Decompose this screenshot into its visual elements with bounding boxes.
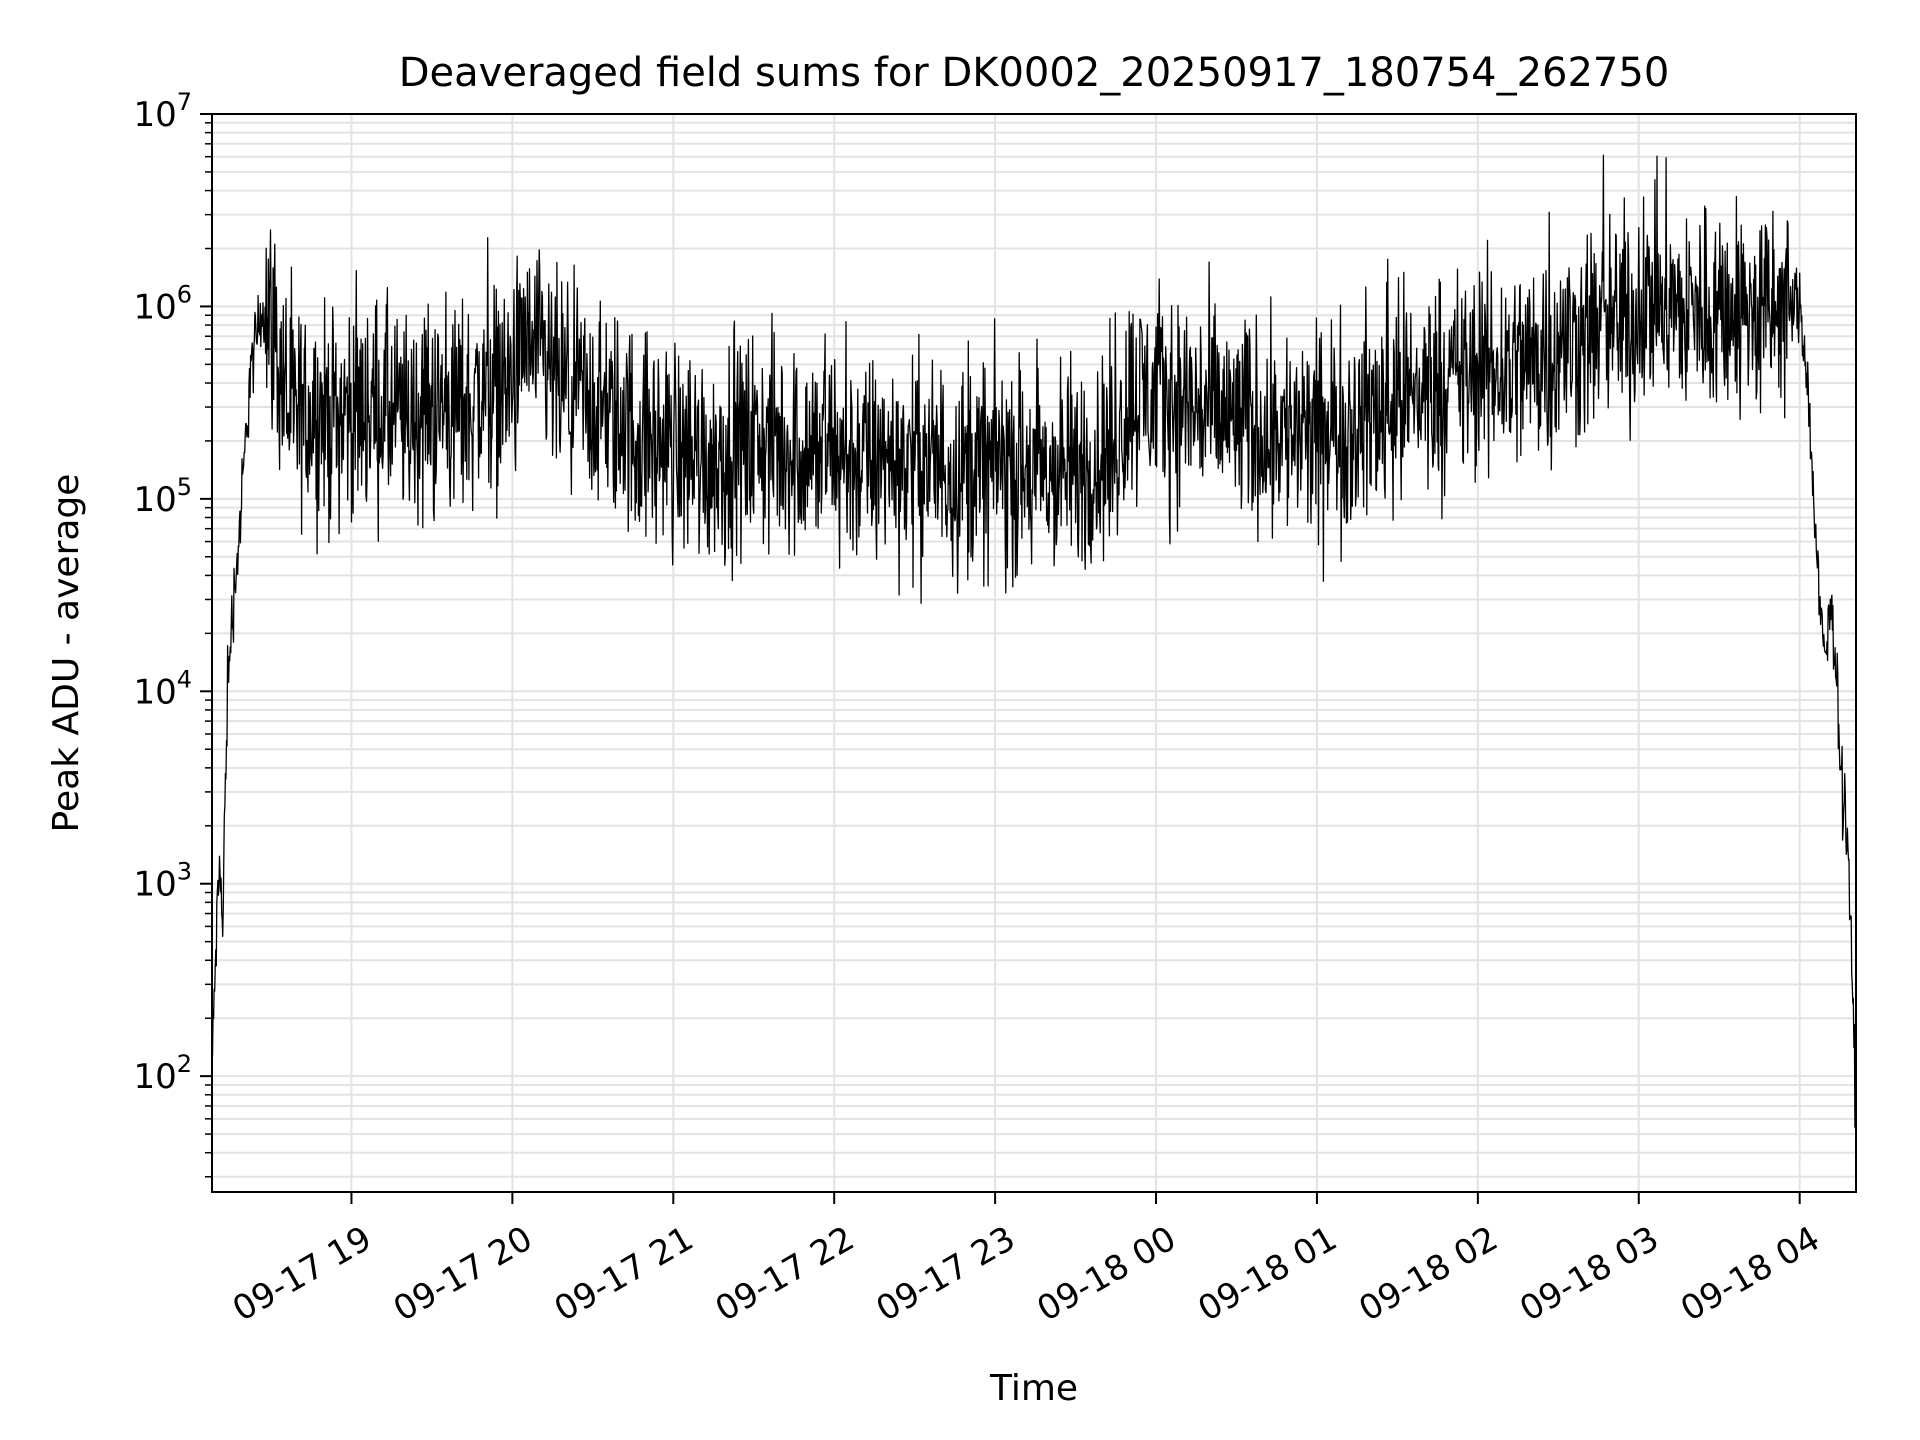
plot-frame [211, 113, 1857, 1193]
y-axis: 102 103 104 105 106 107 [133, 88, 212, 1178]
y-tick-label: 102 [133, 1050, 192, 1097]
y-tick-label: 105 [133, 473, 192, 520]
y-tick-label: 104 [133, 665, 192, 712]
y-tick-label: 103 [133, 858, 192, 905]
y-tick-label: 107 [133, 88, 192, 135]
x-axis-label: Time [989, 1368, 1078, 1409]
y-tick-label: 106 [133, 280, 192, 327]
series-line [211, 154, 1857, 1128]
data-layer [211, 154, 1857, 1128]
chart-title: Deaveraged field sums for DK0002_2025091… [399, 50, 1670, 96]
y-axis-label: Peak ADU - average [46, 474, 87, 833]
